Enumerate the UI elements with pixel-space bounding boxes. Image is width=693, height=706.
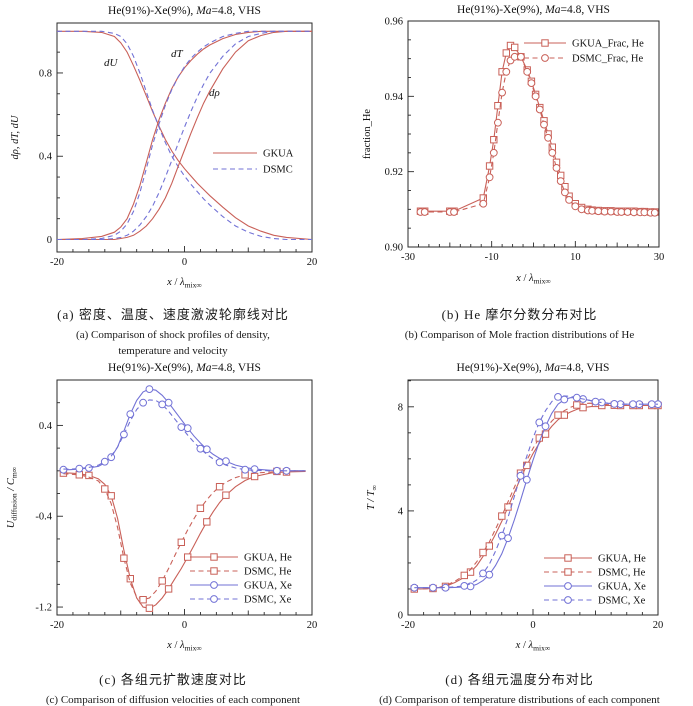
svg-text:0.4: 0.4 — [39, 421, 53, 432]
svg-text:20: 20 — [653, 620, 664, 631]
svg-text:-30: -30 — [401, 252, 415, 263]
svg-text:Udiffusion / Cm∞: Udiffusion / Cm∞ — [6, 467, 19, 528]
caption-d: (d) 各组元温度分布对比 (d) Comparison of temperat… — [346, 669, 693, 706]
svg-text:T / T∞: T / T∞ — [366, 485, 379, 510]
svg-text:dρ: dρ — [209, 87, 220, 99]
caption-a: (a) 密度、温度、速度激波轮廓线对比 (a) Comparison of sh… — [0, 304, 346, 357]
svg-text:0: 0 — [47, 235, 52, 246]
svg-text:DSMC, Xe: DSMC, Xe — [244, 595, 292, 606]
svg-text:4: 4 — [398, 506, 404, 517]
panel-a: He(91%)-Xe(9%), Ma=4.8, VHS -20 0 20 0 0.4 0.8… — [0, 0, 346, 357]
caption-b-zh: (b) He 摩尔分数分布对比 — [441, 307, 598, 322]
svg-text:-1.2: -1.2 — [35, 603, 52, 614]
svg-text:dρ, dT, dU: dρ, dT, dU — [10, 114, 21, 159]
caption-c-zh: (c) 各组元扩散速度对比 — [99, 672, 247, 687]
svg-text:fraction_He: fraction_He — [362, 109, 373, 159]
svg-text:20: 20 — [307, 257, 318, 268]
svg-text:8: 8 — [398, 402, 403, 413]
caption-b-en-line1: (b) Comparison of Mole fraction distribu… — [404, 329, 635, 341]
svg-text:-0.4: -0.4 — [35, 512, 52, 523]
svg-text:GKUA_Frac, He: GKUA_Frac, He — [572, 39, 644, 50]
panel-c: He(91%)-Xe(9%), Ma=4.8, VHS -20 0 20 -1.2 -0.… — [0, 357, 346, 706]
svg-text:dT: dT — [171, 48, 184, 60]
svg-text:0.94: 0.94 — [385, 92, 404, 103]
caption-c-en-line1: (c) Comparison of diffusion velocities o… — [45, 694, 301, 706]
svg-text:DSMC_Frac, He: DSMC_Frac, He — [572, 54, 644, 65]
svg-text:-10: -10 — [485, 252, 499, 263]
svg-text:GKUA, Xe: GKUA, Xe — [244, 581, 292, 592]
svg-text:He(91%)-Xe(9%), Ma=4.8, VHS: He(91%)-Xe(9%), Ma=4.8, VHS — [457, 362, 610, 374]
panel-d: He(91%)-Xe(9%), Ma=4.8, VHS -20 0 20 0 4 8 x / … — [346, 357, 693, 706]
mole-fraction-chart: He(91%)-Xe(9%), Ma=4.8, VHS -30 -10 10 30 0.9… — [362, 4, 665, 286]
svg-text:0.90: 0.90 — [385, 243, 403, 254]
caption-b: (b) He 摩尔分数分布对比 (b) Comparison of Mole f… — [346, 304, 693, 341]
svg-text:x / λmix∞: x / λmix∞ — [515, 273, 551, 286]
svg-text:x / λmix∞: x / λmix∞ — [166, 640, 202, 653]
svg-text:GKUA, He: GKUA, He — [598, 554, 646, 565]
caption-a-en-line2: temperature and velocity — [118, 345, 228, 357]
svg-text:DSMC, He: DSMC, He — [598, 568, 646, 579]
panel-b: He(91%)-Xe(9%), Ma=4.8, VHS -30 -10 10 30 0.9… — [346, 0, 693, 357]
svg-text:-20: -20 — [401, 620, 415, 631]
svg-text:0: 0 — [398, 611, 403, 622]
svg-text:-20: -20 — [50, 620, 64, 631]
svg-text:x / λmix∞: x / λmix∞ — [166, 277, 202, 290]
svg-text:He(91%)-Xe(9%), Ma=4.8, VHS: He(91%)-Xe(9%), Ma=4.8, VHS — [457, 4, 610, 16]
svg-text:x / λmix∞: x / λmix∞ — [515, 640, 551, 653]
svg-text:He(91%)-Xe(9%), Ma=4.8, VHS: He(91%)-Xe(9%), Ma=4.8, VHS — [108, 362, 261, 374]
svg-text:20: 20 — [307, 620, 318, 631]
svg-text:30: 30 — [654, 252, 665, 263]
svg-text:0: 0 — [182, 620, 187, 631]
svg-text:DSMC, He: DSMC, He — [244, 567, 292, 578]
caption-a-zh: (a) 密度、温度、速度激波轮廓线对比 — [57, 307, 289, 322]
svg-text:0.92: 0.92 — [385, 167, 403, 178]
svg-text:GKUA, He: GKUA, He — [244, 553, 292, 564]
shock-profiles-chart: He(91%)-Xe(9%), Ma=4.8, VHS -20 0 20 0 0.4 0.8… — [10, 5, 318, 290]
svg-text:-20: -20 — [50, 257, 64, 268]
diffusion-velocity-chart: He(91%)-Xe(9%), Ma=4.8, VHS -20 0 20 -1.2 -0.… — [6, 362, 318, 653]
svg-text:DSMC, Xe: DSMC, Xe — [598, 596, 646, 607]
svg-text:GKUA, Xe: GKUA, Xe — [598, 582, 646, 593]
svg-text:10: 10 — [570, 252, 581, 263]
svg-text:0.8: 0.8 — [39, 68, 52, 79]
caption-a-en-line1: (a) Comparison of shock profiles of dens… — [76, 329, 270, 341]
svg-text:0.96: 0.96 — [385, 17, 403, 28]
caption-d-zh: (d) 各组元温度分布对比 — [445, 672, 594, 687]
svg-text:0: 0 — [182, 257, 187, 268]
svg-text:0.4: 0.4 — [39, 152, 53, 163]
svg-text:dU: dU — [104, 57, 119, 69]
caption-d-en-line1: (d) Comparison of temperature distributi… — [379, 694, 660, 706]
caption-c: (c) 各组元扩散速度对比 (c) Comparison of diffusio… — [0, 669, 346, 706]
svg-text:He(91%)-Xe(9%), Ma=4.8, VHS: He(91%)-Xe(9%), Ma=4.8, VHS — [108, 5, 261, 17]
svg-text:GKUA: GKUA — [263, 149, 294, 160]
svg-text:0: 0 — [530, 620, 535, 631]
svg-text:DSMC: DSMC — [263, 165, 293, 176]
